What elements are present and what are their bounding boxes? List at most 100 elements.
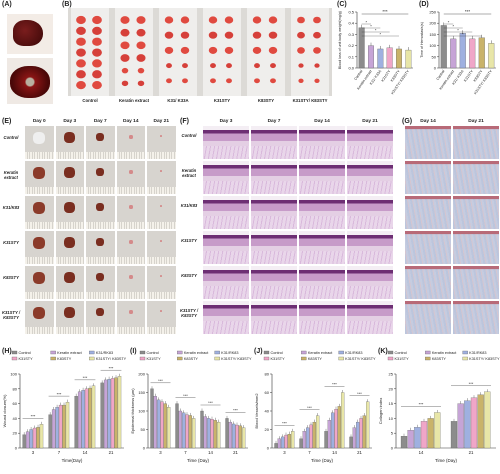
panel-h: (H) Control Keratin extract K31/RK83 K31STY… (0, 348, 128, 469)
dermis-texture (299, 320, 345, 334)
bar (306, 427, 310, 449)
he-stain-image (251, 126, 297, 159)
bar (434, 412, 441, 449)
y-tick-label: 0 (434, 66, 437, 71)
wound (128, 169, 133, 174)
y-tick-label: 0.1 (348, 54, 354, 59)
bar (386, 47, 393, 69)
significance-mark: *** (465, 9, 471, 14)
wound (160, 240, 163, 243)
bar (157, 399, 161, 449)
blood-spot (121, 67, 129, 74)
wound-photo (25, 301, 54, 334)
bar (450, 38, 457, 69)
e-row-label: K31STY (3, 240, 19, 245)
b-label-3: K31STY (213, 98, 231, 103)
legend-label: K83STY (184, 357, 199, 361)
y-tick-label: 0.2 (348, 43, 354, 48)
dermis-texture (203, 320, 249, 334)
blood-spot (314, 63, 320, 68)
y-axis-label: Blood loss of unit body weight(mg/g) (338, 11, 342, 69)
dermis-texture (251, 285, 297, 299)
he-stain-image (347, 266, 393, 299)
bar (110, 378, 115, 449)
blood-spot (120, 28, 130, 37)
wound (160, 135, 163, 138)
y-tick-label: 80 (265, 372, 270, 377)
wound (160, 275, 163, 278)
masson-stain-image (405, 126, 451, 159)
he-stain-image (299, 266, 345, 299)
blood-spot (164, 16, 174, 24)
legend-label: K31/RK83 (96, 351, 113, 355)
collagen-texture (405, 269, 451, 299)
e-row-label: K31STY / K83STY (1, 310, 21, 320)
bar (366, 401, 370, 449)
wound-photo (86, 266, 115, 299)
bar (48, 414, 52, 449)
f-row-label: K31STY / K83STY (179, 308, 199, 318)
panel-i: (I) Control Keratin extract K31/RK83 K31STY… (128, 348, 252, 469)
wound-photo (25, 161, 54, 194)
f-day-label: Day 21 (362, 119, 378, 124)
bar (107, 379, 111, 449)
legend-swatch (139, 350, 146, 355)
blood-spot (313, 47, 321, 54)
x-tick-label: 21 (469, 450, 474, 455)
blood-spot (76, 15, 86, 25)
y-tick-label: 0 (267, 446, 270, 451)
panel-label-b: (B) (62, 1, 72, 8)
blood-spot (136, 16, 146, 24)
y-tick-label: 150 (138, 390, 145, 395)
b-label-2: K31/ K33A (167, 98, 189, 103)
filter-paper-photo (68, 8, 332, 96)
legend-label: Control (395, 351, 407, 355)
blood-spot (76, 59, 86, 68)
x-tick-label: 21 (233, 450, 238, 455)
blood-spot (76, 81, 86, 90)
ruler (86, 292, 115, 299)
panel-label-a: (A) (2, 1, 12, 8)
collagen-texture (405, 304, 451, 334)
panel-label-f: (F) (180, 118, 189, 125)
panel-label-e: (E) (2, 118, 12, 125)
bar (464, 400, 471, 449)
x-tick-label: K31STY (381, 69, 392, 83)
paper-strip (203, 8, 241, 96)
legend-label: K31/RK83 (345, 351, 362, 355)
blood-spot (224, 31, 234, 39)
legend-swatch (301, 356, 307, 361)
y-tick-label: 40 (13, 416, 18, 421)
blood-spot (137, 80, 145, 87)
blood-spot (268, 46, 278, 54)
significance-mark: *** (357, 391, 362, 396)
legend-label: K31STY/ K83STY (469, 357, 500, 361)
ruler (86, 257, 115, 264)
legend-label: K31STY (395, 357, 410, 361)
e-row-label: K31/K83 (2, 205, 20, 210)
blood-spot (210, 63, 216, 69)
e-day-label: Day 7 (93, 119, 107, 124)
blood-spot (76, 37, 86, 46)
bar (302, 431, 306, 449)
collagen-texture (405, 199, 451, 229)
blood-spot (166, 63, 172, 69)
f-row-label: Keratin extract (181, 168, 197, 178)
legend-swatch (177, 356, 183, 361)
legend-label: K83STY (432, 357, 447, 361)
blood-spot (92, 37, 102, 46)
y-tick-label: 20 (265, 427, 270, 432)
bar (100, 382, 104, 449)
bar (459, 33, 466, 69)
legend-label: K31STY (147, 357, 162, 361)
f-row-label: K83STY (181, 273, 197, 278)
legend-label: Keratin extract (432, 351, 457, 355)
x-tick-label: 3 (283, 450, 286, 455)
wound (128, 134, 133, 139)
x-tick-label: 3 (159, 450, 162, 455)
panel-g: (G) Day 14 Day 21 (400, 118, 500, 340)
filter-paper-strips (71, 8, 329, 96)
ruler (86, 152, 115, 159)
panel-e: (E) Day 0 Day 3 Day 7 Day 14 Day 21 Control Ke… (0, 118, 178, 340)
panel-b: (B) Control Keratin extract K31/ K33A K31ST… (60, 0, 335, 110)
